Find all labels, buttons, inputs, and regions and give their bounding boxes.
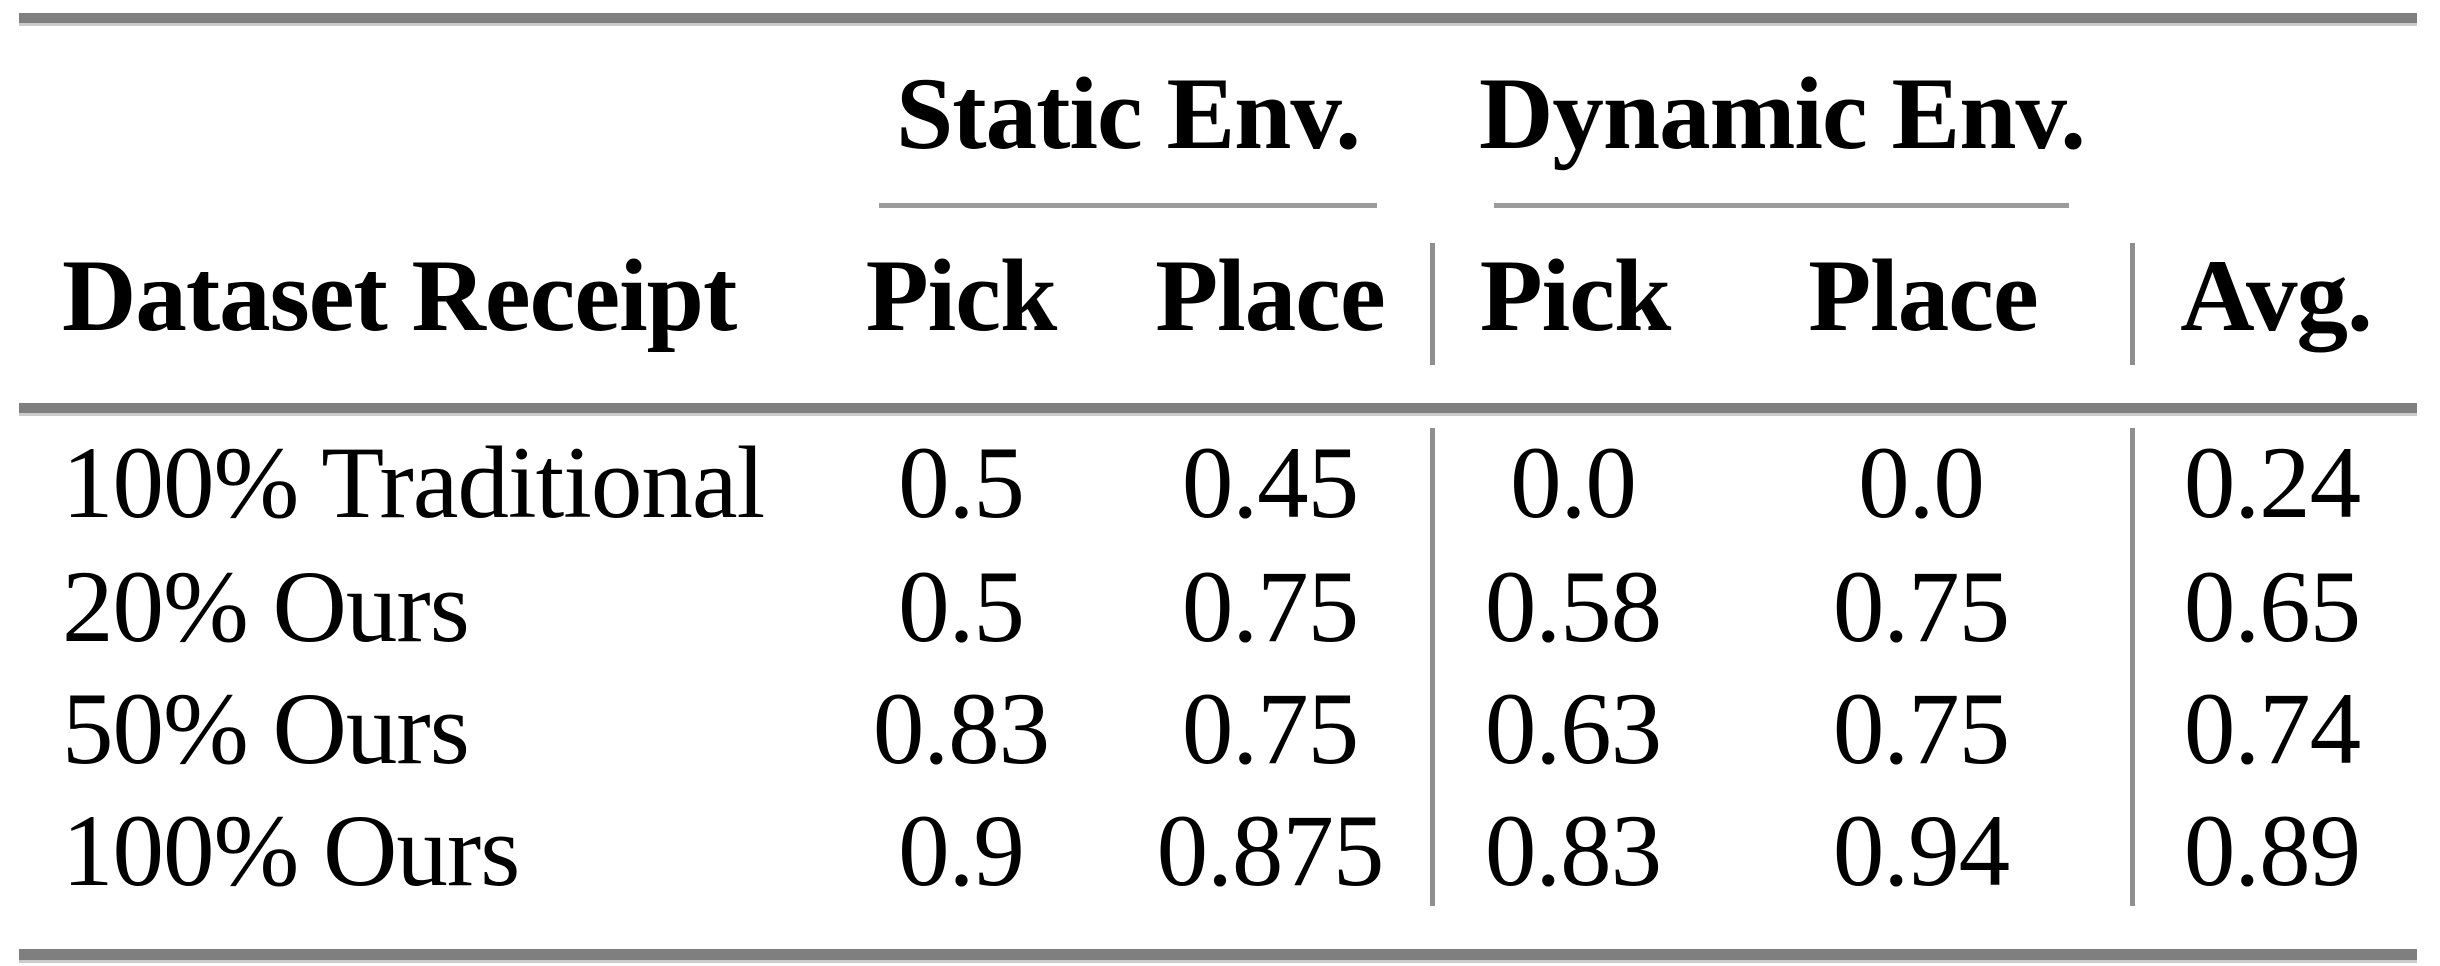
table-row: 20% Ours 0.5 0.75 0.58 0.75 0.65 [0,556,2440,659]
static-env-underline [879,203,1377,208]
cell-value: 0.83 [1484,794,1662,908]
column-header-dynamic-place: Place [1808,239,2038,353]
cell-value: 0.45 [1181,426,1359,540]
cell-value: 0.74 [2183,672,2361,786]
cell-value: 0.24 [2183,426,2361,540]
row-label: 50% Ours [62,672,470,786]
cell-value: 0.83 [872,672,1050,786]
column-header-static-place: Place [1155,239,1385,353]
cell-value: 0.58 [1484,550,1662,664]
header-body-rule [19,403,2417,413]
cell-value: 0.65 [2183,550,2361,664]
cell-value: 0.875 [1156,794,1385,908]
cell-value: 0.75 [1181,672,1359,786]
header-separator-static-dynamic [1430,243,1435,365]
table-row: 100% Traditional 0.5 0.45 0.0 0.0 0.24 [0,432,2440,535]
cell-value: 0.75 [1181,550,1359,664]
cell-value: 0.89 [2183,794,2361,908]
cell-value: 0.5 [898,426,1025,540]
table-row: 100% Ours 0.9 0.875 0.83 0.94 0.89 [0,800,2440,903]
cell-value: 0.0 [1510,426,1637,540]
cell-value: 0.75 [1832,672,2010,786]
dynamic-env-underline [1494,203,2069,208]
column-header-dataset-receipt: Dataset Receipt [62,239,737,353]
cell-value: 0.75 [1832,550,2010,664]
bottom-rule [19,949,2417,960]
column-header-static-pick: Pick [865,239,1058,353]
row-label: 20% Ours [62,550,470,664]
header-separator-dynamic-avg [2130,243,2135,365]
cell-value: 0.94 [1832,794,2010,908]
cell-value: 0.9 [898,794,1025,908]
column-header-dynamic-pick: Pick [1479,239,1672,353]
row-label: 100% Ours [62,794,520,908]
cell-value: 0.0 [1858,426,1985,540]
body-separator-dynamic-avg [2130,428,2135,906]
table-row: 50% Ours 0.83 0.75 0.63 0.75 0.74 [0,678,2440,781]
group-header-static-env: Static Env. [895,57,1361,171]
group-header-dynamic-env: Dynamic Env. [1478,57,2086,171]
cell-value: 0.63 [1484,672,1662,786]
cell-value: 0.5 [898,550,1025,664]
top-rule [19,13,2417,23]
body-separator-static-dynamic [1430,428,1435,906]
column-header-avg: Avg. [2180,239,2372,353]
row-label: 100% Traditional [62,426,765,540]
